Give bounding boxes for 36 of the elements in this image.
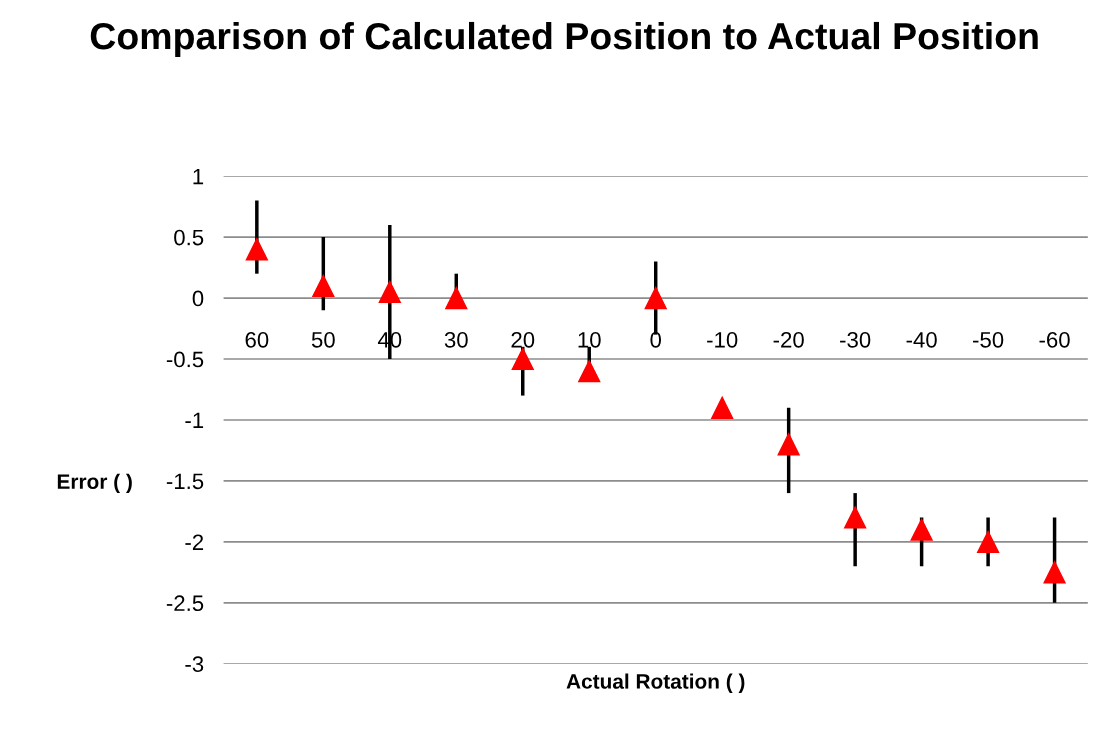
point xyxy=(511,347,534,371)
x-tick-label: 20 xyxy=(511,331,535,348)
y-tick-label: -3 xyxy=(185,656,204,673)
x-tick-label: 30 xyxy=(444,331,468,348)
point xyxy=(910,518,933,541)
y-tick-label: -0.5 xyxy=(166,351,204,368)
x-tick-label: -20 xyxy=(773,331,804,348)
x-tick-label: 10 xyxy=(578,331,601,348)
x-tick-label: 50 xyxy=(311,331,335,348)
x-tick-label: -60 xyxy=(1039,331,1070,348)
point xyxy=(777,433,800,456)
y-tick-label: -2 xyxy=(185,534,204,550)
y-axis-title: Error ( ) xyxy=(57,473,132,494)
point xyxy=(1043,561,1066,584)
point xyxy=(245,238,268,261)
point xyxy=(976,530,1000,553)
y-tick-label: 0 xyxy=(192,290,204,307)
x-axis-title: Actual Rotation ( ) xyxy=(566,673,745,693)
y-tick-label: -2.5 xyxy=(166,595,204,612)
y-tick-label: 1 xyxy=(193,168,204,185)
x-tick-label: -50 xyxy=(973,331,1004,348)
y-tick-label: 0.5 xyxy=(174,229,204,246)
x-tick-label: 60 xyxy=(245,331,269,348)
point xyxy=(312,274,335,297)
y-tick-label: -1 xyxy=(185,412,204,429)
point xyxy=(378,280,401,304)
point xyxy=(644,286,667,310)
chart-title: Comparison of Calculated Position to Actual Position xyxy=(90,21,1038,57)
x-tick-label: -10 xyxy=(707,331,738,348)
point xyxy=(578,360,601,383)
x-tick-label: -30 xyxy=(840,331,871,348)
y-tick-label: -1.5 xyxy=(166,473,204,490)
point xyxy=(445,286,468,310)
x-tick-label: -40 xyxy=(906,331,937,348)
point xyxy=(844,506,867,529)
point xyxy=(711,396,734,419)
